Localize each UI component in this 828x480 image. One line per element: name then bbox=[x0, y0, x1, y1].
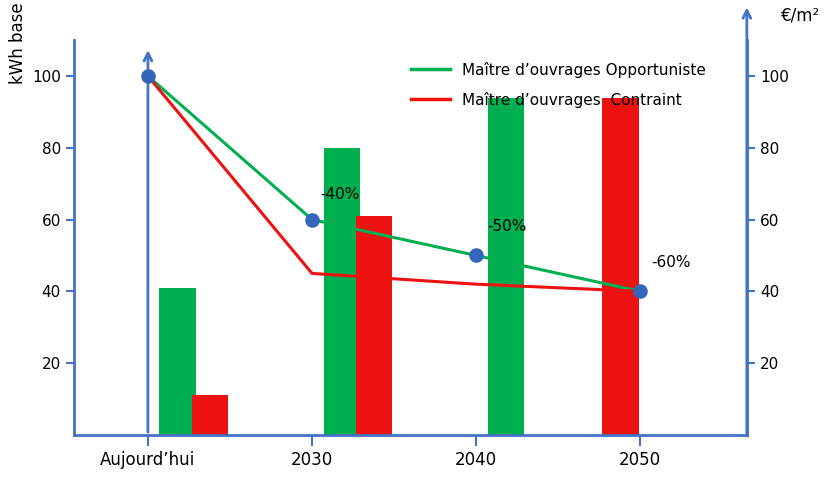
Y-axis label: €/m²: €/m² bbox=[780, 6, 820, 24]
Bar bbox=[487, 97, 523, 435]
Bar bbox=[356, 216, 392, 435]
Y-axis label: kWh base 100: kWh base 100 bbox=[9, 0, 27, 84]
Bar bbox=[192, 396, 228, 435]
Point bbox=[469, 252, 482, 259]
Point bbox=[305, 216, 318, 223]
Text: -60%: -60% bbox=[651, 255, 691, 270]
Bar bbox=[602, 97, 638, 435]
Text: -50%: -50% bbox=[487, 219, 527, 234]
Legend: Maître d’ouvrages Opportuniste, Maître d’ouvrages  Contraint: Maître d’ouvrages Opportuniste, Maître d… bbox=[405, 56, 711, 114]
Bar bbox=[323, 148, 359, 435]
Text: -40%: -40% bbox=[320, 187, 359, 202]
Bar bbox=[159, 288, 195, 435]
Point bbox=[633, 288, 646, 295]
Point bbox=[141, 72, 154, 80]
